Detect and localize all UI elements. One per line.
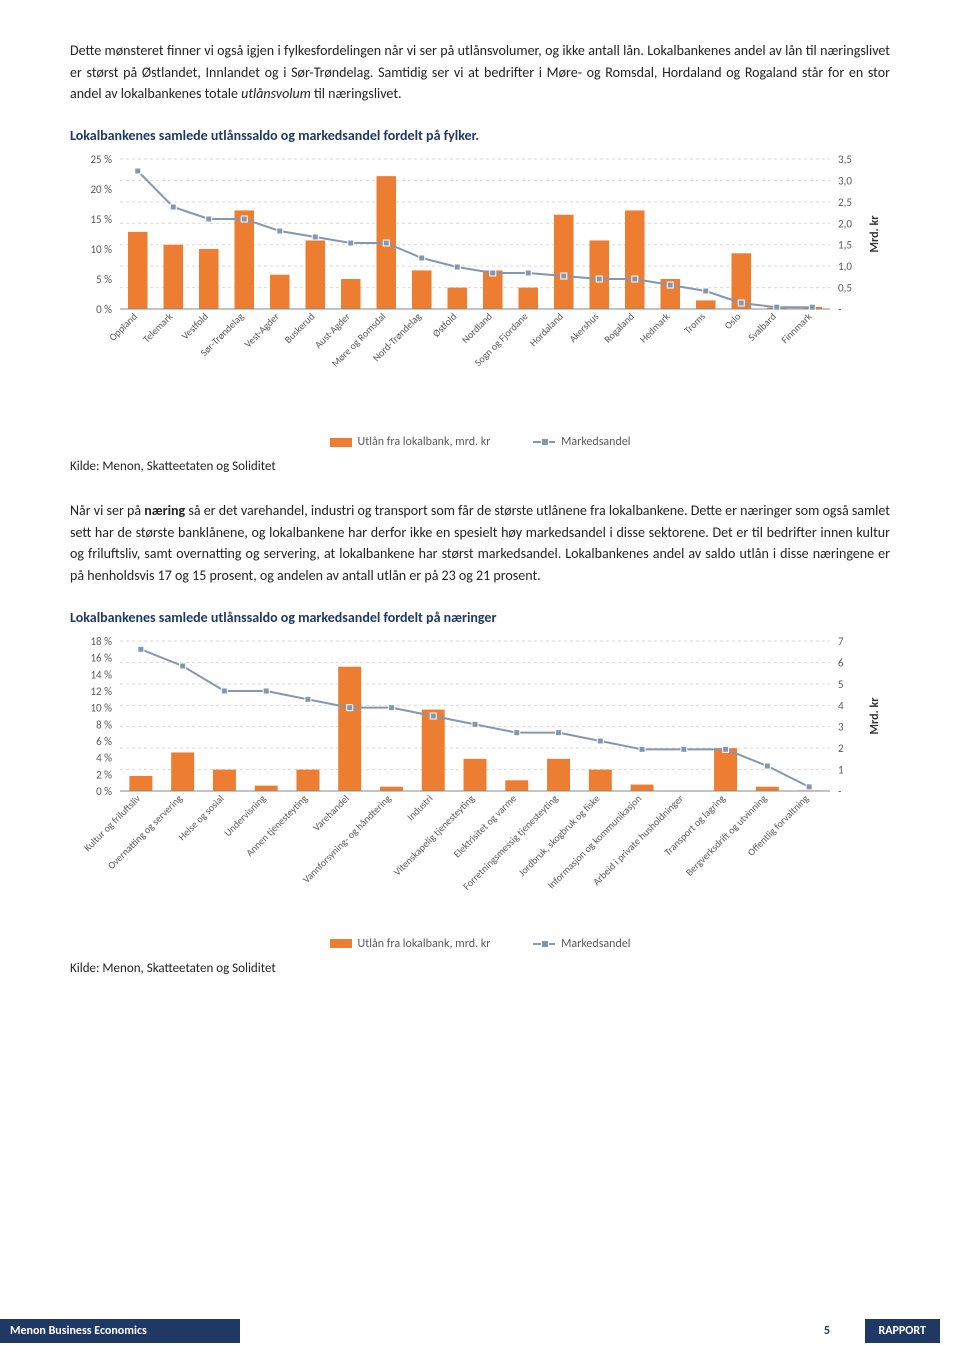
svg-text:5 %: 5 %	[96, 273, 112, 286]
svg-text:Vest-Agder: Vest-Agder	[241, 310, 282, 351]
footer-page: 5	[824, 1324, 830, 1338]
svg-text:16 %: 16 %	[90, 651, 112, 664]
svg-text:Vitenskapelig tjenesteyting: Vitenskapelig tjenesteyting	[391, 792, 478, 879]
legend-bar-label-2: Utlån fra lokalbank, mrd. kr	[358, 937, 491, 951]
svg-text:8 %: 8 %	[96, 718, 112, 731]
legend-bar-label: Utlån fra lokalbank, mrd. kr	[358, 435, 491, 449]
para2-bold: næring	[144, 502, 185, 519]
chart2-source: Kilde: Menon, Skatteetaten og Soliditet	[70, 961, 890, 976]
svg-text:15 %: 15 %	[90, 213, 112, 226]
footer-right: RAPPORT	[865, 1319, 941, 1343]
paragraph-1: Dette mønsteret finner vi også igjen i f…	[70, 40, 890, 105]
svg-text:Overnatting og servering: Overnatting og servering	[105, 792, 185, 872]
chart2: - 1 2 3 4 5 6 7 0 % 2 % 4 % 6 % 8 % 10 % 12 % 14 % 16 % 1…	[70, 636, 890, 951]
legend-line-swatch	[533, 441, 555, 443]
footer: Menon Business Economics 5 RAPPORT	[0, 1319, 960, 1345]
svg-text:0,5: 0,5	[838, 282, 852, 295]
svg-text:Hordaland: Hordaland	[527, 310, 566, 349]
svg-text:2 %: 2 %	[96, 768, 112, 781]
legend-line-label-2: Markedsandel	[561, 937, 630, 951]
legend-bar-swatch-2	[330, 939, 352, 948]
svg-text:-: -	[838, 303, 841, 316]
svg-text:Bergverksdrift og utvinning: Bergverksdrift og utvinning	[683, 792, 770, 879]
footer-left: Menon Business Economics	[0, 1319, 240, 1343]
chart2-title: Lokalbankenes samlede utlånssaldo og mar…	[70, 609, 890, 626]
para1-italic: utlånsvolum	[241, 85, 311, 102]
svg-text:Vestfold: Vestfold	[179, 310, 211, 342]
chart1-legend: Utlån fra lokalbank, mrd. kr Markedsande…	[70, 435, 890, 449]
svg-text:1,0: 1,0	[838, 260, 852, 273]
para2-text-b: så er det varehandel, industri og transp…	[70, 502, 890, 584]
chart1-title: Lokalbankenes samlede utlånssaldo og mar…	[70, 127, 890, 144]
chart1-source: Kilde: Menon, Skatteetaten og Soliditet	[70, 459, 890, 474]
svg-text:Svalbard: Svalbard	[745, 310, 779, 344]
svg-text:6: 6	[838, 656, 844, 669]
svg-text:Østfold: Østfold	[430, 310, 460, 340]
svg-text:2: 2	[838, 742, 844, 755]
svg-text:4: 4	[838, 699, 844, 712]
svg-text:0 %: 0 %	[96, 303, 112, 316]
svg-text:3,0: 3,0	[838, 174, 852, 187]
svg-text:Oslo: Oslo	[721, 310, 743, 332]
svg-text:14 %: 14 %	[90, 668, 112, 681]
svg-text:20 %: 20 %	[90, 183, 112, 196]
svg-text:1,5: 1,5	[838, 239, 852, 252]
svg-text:2,0: 2,0	[838, 217, 852, 230]
svg-text:12 %: 12 %	[90, 685, 112, 698]
svg-text:10 %: 10 %	[90, 243, 112, 256]
svg-text:6 %: 6 %	[96, 735, 112, 748]
svg-text:Akershus: Akershus	[566, 310, 601, 345]
svg-text:Finnmark: Finnmark	[778, 310, 815, 347]
svg-text:4 %: 4 %	[96, 751, 112, 764]
legend-line-label: Markedsandel	[561, 435, 630, 449]
chart2-legend: Utlån fra lokalbank, mrd. kr Markedsande…	[70, 937, 890, 951]
svg-text:3: 3	[838, 721, 844, 734]
svg-text:2,5: 2,5	[838, 196, 852, 209]
svg-text:3,5: 3,5	[838, 154, 852, 166]
svg-text:0 %: 0 %	[96, 785, 112, 798]
para1-text-a: Dette mønsteret finner vi også igjen i f…	[70, 42, 890, 102]
svg-text:25 %: 25 %	[90, 154, 112, 166]
svg-text:Industri: Industri	[404, 792, 435, 823]
svg-text:-: -	[838, 785, 841, 798]
svg-text:10 %: 10 %	[90, 701, 112, 714]
svg-text:Mrd. kr: Mrd. kr	[868, 215, 882, 253]
svg-text:Jordbruk, skogbruk og fiske: Jordbruk, skogbruk og fiske	[515, 792, 602, 879]
svg-text:Mrd. kr: Mrd. kr	[868, 697, 882, 735]
paragraph-2: Når vi ser på næring så er det varehande…	[70, 500, 890, 587]
legend-bar-swatch	[330, 438, 352, 447]
svg-text:18 %: 18 %	[90, 636, 112, 648]
svg-text:Varehandel: Varehandel	[310, 792, 352, 834]
svg-text:Telemark: Telemark	[140, 310, 176, 346]
svg-text:1: 1	[838, 763, 844, 776]
para2-text-a: Når vi ser på	[70, 502, 144, 519]
svg-text:Hedmark: Hedmark	[637, 310, 673, 346]
legend-line-swatch-2	[533, 943, 555, 945]
chart1: - 0,5 1,0 1,5 2,0 2,5 3,0 3,5 0 % 5 % 10 % 15 % 20 %…	[70, 154, 890, 449]
svg-text:Rogaland: Rogaland	[601, 310, 637, 346]
svg-text:5: 5	[838, 678, 844, 691]
svg-text:7: 7	[838, 636, 844, 648]
para1-text-b: til næringslivet.	[311, 85, 402, 102]
svg-text:Troms: Troms	[681, 310, 708, 337]
